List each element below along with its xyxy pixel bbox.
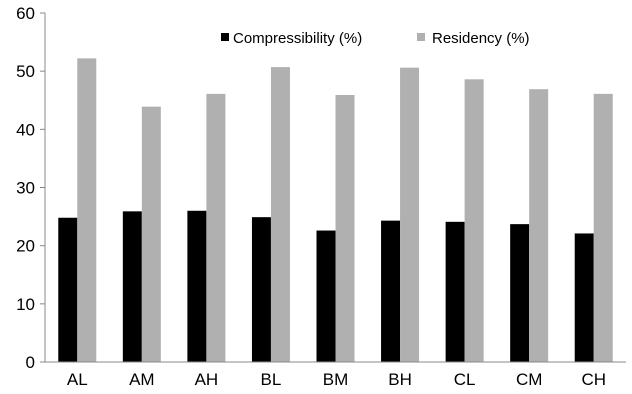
legend-swatch-compressibility (221, 33, 229, 41)
bar-compressibility-bh (381, 220, 401, 362)
y-tick-label-40: 40 (16, 120, 35, 139)
x-tick-label-am: AM (129, 370, 155, 389)
y-tick-label-0: 0 (26, 353, 35, 372)
x-tick-label-bm: BM (323, 370, 349, 389)
legend-swatch-residency (417, 33, 425, 41)
y-tick-label-60: 60 (16, 4, 35, 23)
bars (58, 58, 613, 363)
bar-compressibility-al (58, 217, 78, 362)
bar-compressibility-cm (510, 224, 530, 362)
bar-residency-cm (529, 89, 549, 362)
bar-compressibility-bl (251, 217, 271, 362)
x-tick-label-ah: AH (195, 370, 219, 389)
x-tick-label-bh: BH (388, 370, 412, 389)
y-tick-label-20: 20 (16, 237, 35, 256)
x-tick-label-cl: CL (454, 370, 476, 389)
bar-residency-bh (400, 67, 420, 362)
bar-residency-ah (206, 93, 226, 362)
bar-compressibility-bm (316, 230, 336, 362)
legend: Compressibility (%) Residency (%) (221, 30, 530, 47)
y-tick-label-30: 30 (16, 179, 35, 198)
bar-compressibility-am (122, 211, 142, 362)
bar-residency-cl (464, 79, 484, 362)
y-axis-ticks: 0 10 20 30 40 50 60 (16, 4, 45, 372)
bar-residency-bl (270, 67, 290, 362)
legend-label-residency: Residency (%) (432, 30, 530, 47)
y-tick-label-10: 10 (16, 295, 35, 314)
x-tick-label-al: AL (67, 370, 88, 389)
x-tick-label-bl: BL (261, 370, 282, 389)
x-tick-label-ch: CH (581, 370, 606, 389)
bar-compressibility-cl (445, 221, 465, 362)
legend-label-compressibility: Compressibility (%) (233, 30, 362, 47)
bar-residency-ch (593, 93, 613, 362)
y-tick-label-50: 50 (16, 62, 35, 81)
bar-residency-am (141, 106, 161, 362)
x-axis-labels: AL AM AH BL BM BH CL CM CH (67, 370, 606, 389)
bar-compressibility-ah (187, 210, 207, 362)
bar-residency-bm (335, 95, 355, 362)
x-tick-label-cm: CM (516, 370, 542, 389)
bar-residency-al (77, 58, 97, 363)
bar-compressibility-ch (574, 233, 594, 362)
